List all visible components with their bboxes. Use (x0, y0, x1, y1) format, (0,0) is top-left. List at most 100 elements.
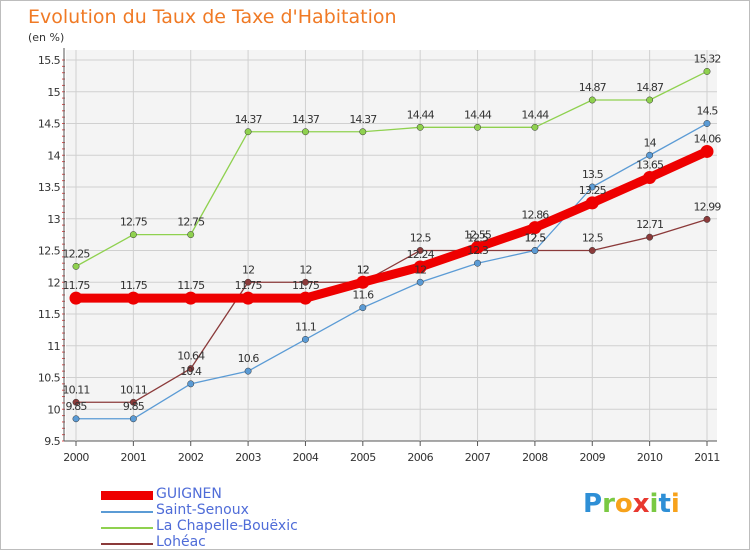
data-point (356, 275, 370, 289)
data-label: 10.11 (63, 383, 90, 396)
data-label: 11.75 (292, 279, 320, 292)
data-label: 14.5 (697, 105, 719, 118)
data-label: 11.75 (235, 279, 263, 292)
x-tick-label: 2000 (63, 451, 89, 464)
y-tick-label: 9.5 (44, 435, 60, 448)
y-tick-label: 11 (47, 340, 60, 353)
data-label: 13.65 (636, 158, 664, 171)
x-tick-label: 2001 (121, 451, 147, 464)
proxiti-logo: Proxiti (583, 489, 680, 519)
data-label: 12 (357, 263, 369, 276)
legend-label: Lohéac (156, 534, 206, 550)
data-label: 12 (414, 263, 426, 276)
data-point (187, 365, 195, 373)
legend-item: Lohéac (101, 534, 431, 550)
logo-letter: P (583, 489, 603, 519)
data-point (244, 278, 252, 286)
data-point (359, 128, 367, 136)
data-label: 12 (357, 263, 369, 276)
data-point (413, 260, 427, 274)
data-label: 12.25 (63, 247, 91, 260)
x-tick-label: 2009 (579, 451, 605, 464)
data-label: 14.44 (407, 108, 435, 121)
data-label: 11.75 (177, 279, 205, 292)
y-tick-label: 13 (47, 213, 60, 226)
data-label: 14.37 (349, 113, 377, 126)
data-point (646, 151, 654, 159)
data-point (241, 291, 255, 305)
x-tick-label: 2002 (178, 451, 204, 464)
x-tick-label: 2011 (694, 451, 720, 464)
data-point (474, 259, 481, 267)
y-tick-label: 10 (47, 403, 60, 416)
y-tick-label: 11.5 (38, 308, 61, 321)
data-point (588, 183, 596, 191)
data-label: 12.5 (524, 232, 546, 245)
data-point (72, 262, 80, 270)
data-point (187, 231, 195, 239)
data-label: 12.3 (467, 244, 489, 257)
logo-letter: o (614, 489, 633, 519)
plot-area (66, 50, 717, 441)
y-tick-label: 12 (47, 276, 60, 289)
data-point (531, 247, 539, 254)
data-point (244, 128, 252, 136)
data-point (302, 128, 309, 136)
series-line-2 (75, 70, 708, 267)
legend-swatch (101, 543, 153, 545)
data-point (703, 120, 711, 127)
data-label: 10.64 (177, 350, 205, 363)
chart-title: Evolution du Taux de Taxe d'Habitation (28, 6, 397, 28)
data-point (700, 144, 714, 158)
y-tick-label: 14 (47, 149, 60, 162)
y-tick-label: 13.5 (38, 181, 61, 194)
x-tick-label: 2004 (293, 451, 319, 464)
data-point (129, 415, 137, 423)
data-point (69, 291, 83, 305)
data-point (588, 247, 596, 254)
data-point (585, 196, 599, 210)
y-tick-label: 12.5 (38, 245, 61, 258)
logo-letter: t (658, 489, 671, 519)
data-label: 12.99 (694, 200, 722, 213)
data-point (528, 221, 542, 235)
data-point (244, 367, 252, 375)
legend-swatch (101, 491, 153, 500)
series-line-3 (76, 218, 708, 403)
legend-label: La Chapelle-Bouëxic (156, 518, 298, 534)
data-point (416, 247, 424, 254)
data-label: 12.75 (177, 216, 205, 229)
data-point (72, 415, 80, 423)
data-point (703, 67, 711, 75)
x-tick-label: 2010 (637, 451, 663, 464)
series-line-1 (76, 122, 708, 420)
data-point (416, 278, 424, 286)
data-point (416, 123, 424, 131)
data-point (646, 96, 654, 104)
y-tick-label: 10.5 (38, 372, 61, 385)
y-tick-label: 15.5 (38, 54, 61, 67)
y-tick-label: 14.5 (38, 118, 61, 131)
data-label: 14.87 (579, 81, 607, 94)
data-point (359, 304, 367, 312)
data-label: 12.24 (407, 248, 435, 261)
data-label: 12 (299, 263, 311, 276)
data-label: 12.5 (467, 232, 489, 245)
data-point (474, 123, 481, 131)
data-label: 10.11 (120, 383, 147, 396)
data-point (302, 335, 309, 343)
chart-subtitle: (en %) (28, 31, 65, 44)
data-label: 15.32 (694, 52, 721, 65)
data-label: 12.71 (636, 218, 663, 231)
data-label: 11.6 (352, 289, 374, 302)
x-tick-label: 2007 (465, 451, 491, 464)
data-point (531, 123, 539, 131)
data-label: 12.5 (524, 232, 546, 245)
x-tick-label: 2003 (235, 451, 261, 464)
legend-label: GUIGNEN (156, 486, 222, 502)
data-label: 11.75 (120, 279, 148, 292)
y-tick-label: 15 (47, 86, 60, 99)
data-label: 12.5 (410, 232, 432, 245)
data-point (72, 398, 80, 406)
